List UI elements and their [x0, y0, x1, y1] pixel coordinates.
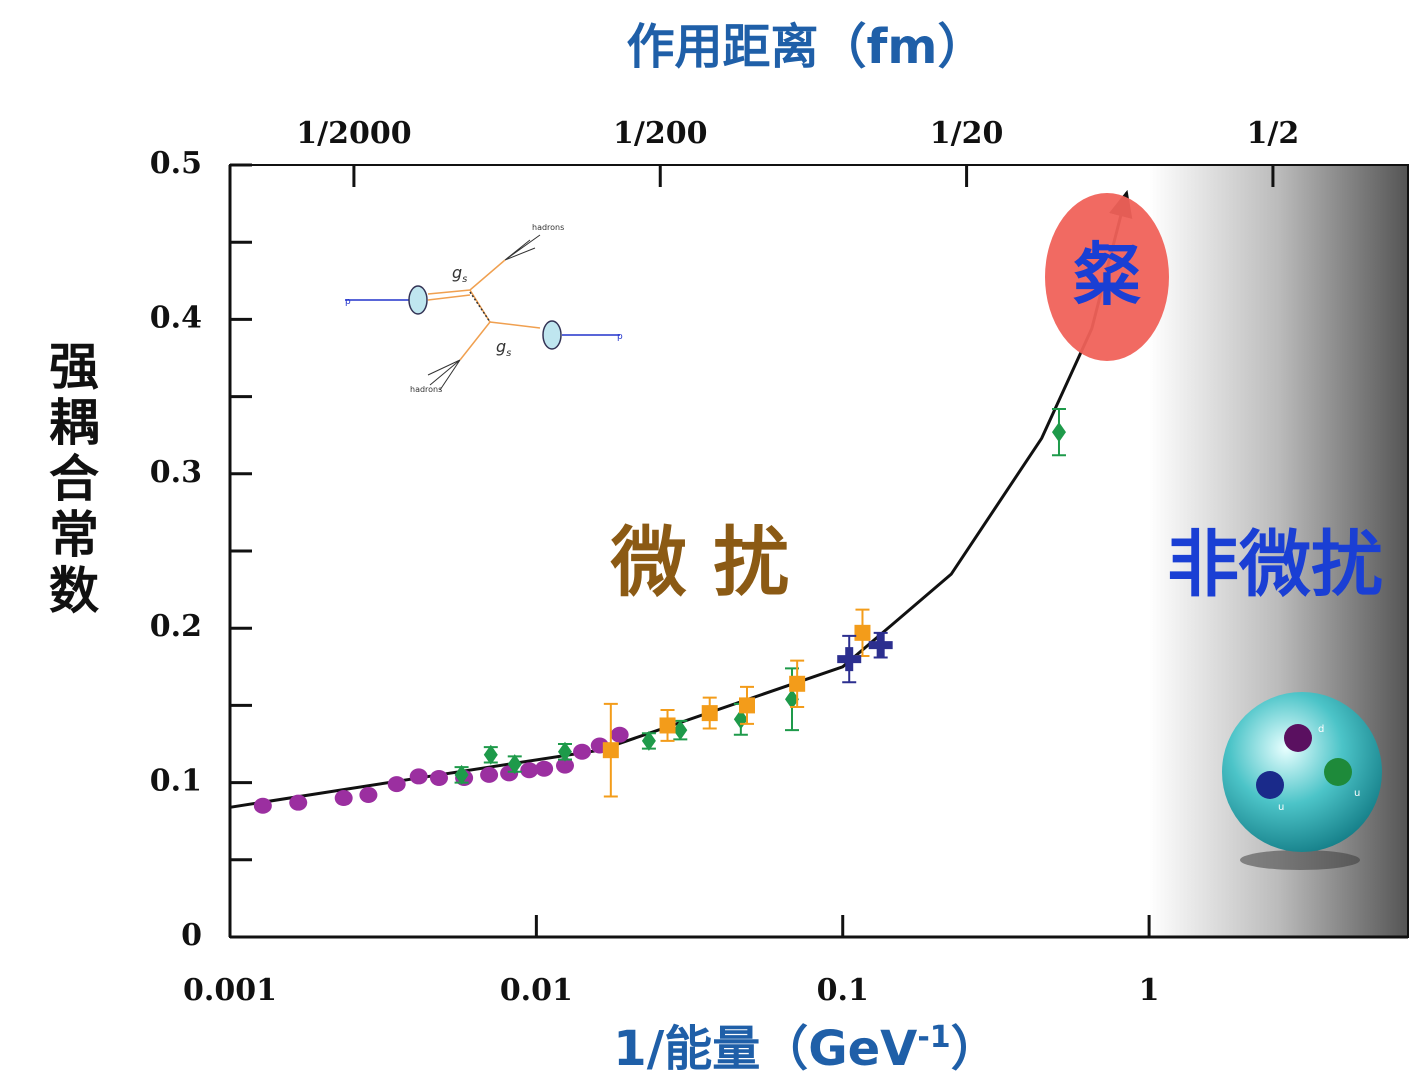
inset-label: gs: [452, 263, 467, 285]
x2-tick-label: 1/20: [930, 116, 1004, 151]
y-tick-label: 0.5: [150, 146, 202, 181]
data-point: [739, 697, 755, 713]
data-point: [480, 767, 498, 783]
x-label-sup: -1: [917, 1020, 950, 1055]
y-tick-label: 0.1: [150, 764, 202, 799]
x-label-end: ）: [951, 1021, 999, 1077]
data-point: [573, 744, 591, 760]
data-point: [603, 742, 619, 758]
inset-label: p: [345, 297, 351, 307]
x-tick-label: 0.001: [183, 973, 277, 1008]
x-label-text: 1/能量（GeV: [613, 1021, 917, 1077]
annotation: 非微扰: [1167, 523, 1383, 607]
feynman-inset: [345, 235, 620, 390]
data-point: [611, 727, 629, 743]
x2-tick-label: 1/2: [1247, 116, 1300, 151]
inset-label: hadrons: [532, 223, 564, 232]
data-point: [660, 717, 676, 733]
x2-tick-label: 1/200: [613, 116, 707, 151]
quark-label: d: [1318, 724, 1324, 735]
quark-label: u: [1278, 802, 1284, 813]
data-point: [789, 676, 805, 692]
annotation: 粲: [1073, 237, 1141, 316]
x-axis-label: 1/能量（GeV-1）: [613, 1020, 998, 1078]
data-point: [254, 798, 272, 814]
y-axis-label: 强耦合常数: [41, 340, 99, 620]
data-point: [430, 770, 448, 786]
x-tick-label: 0.1: [817, 973, 869, 1008]
annotation: 微 扰: [610, 518, 789, 607]
y-tick-label: 0.4: [150, 300, 202, 335]
x2-tick-label: 1/2000: [296, 116, 411, 151]
data-point: [359, 787, 377, 803]
data-point: [869, 633, 893, 657]
chart: 作用距离（fm） 1/能量（GeV-1） 强耦合常数 hadrons hadro…: [0, 0, 1413, 1090]
fit-curve: [230, 193, 1127, 808]
data-point: [702, 705, 718, 721]
inset-label: hadrons: [410, 385, 442, 394]
data-point: [335, 790, 353, 806]
inset-label: p: [617, 332, 623, 342]
inset-label: gs: [496, 337, 511, 359]
y-tick-label: 0.3: [150, 455, 202, 490]
data-point: [854, 625, 870, 641]
data-point: [388, 776, 406, 792]
data-point: [535, 761, 553, 777]
data-point: [1052, 422, 1066, 442]
data-point: [289, 795, 307, 811]
x-tick-label: 0.01: [500, 973, 573, 1008]
chart-title: 作用距离（fm）: [627, 19, 986, 75]
x-tick-label: 1: [1139, 973, 1160, 1008]
quark-label: u: [1354, 788, 1360, 799]
y-tick-label: 0: [181, 918, 202, 953]
y-tick-label: 0.2: [150, 609, 202, 644]
data-point: [410, 768, 428, 784]
